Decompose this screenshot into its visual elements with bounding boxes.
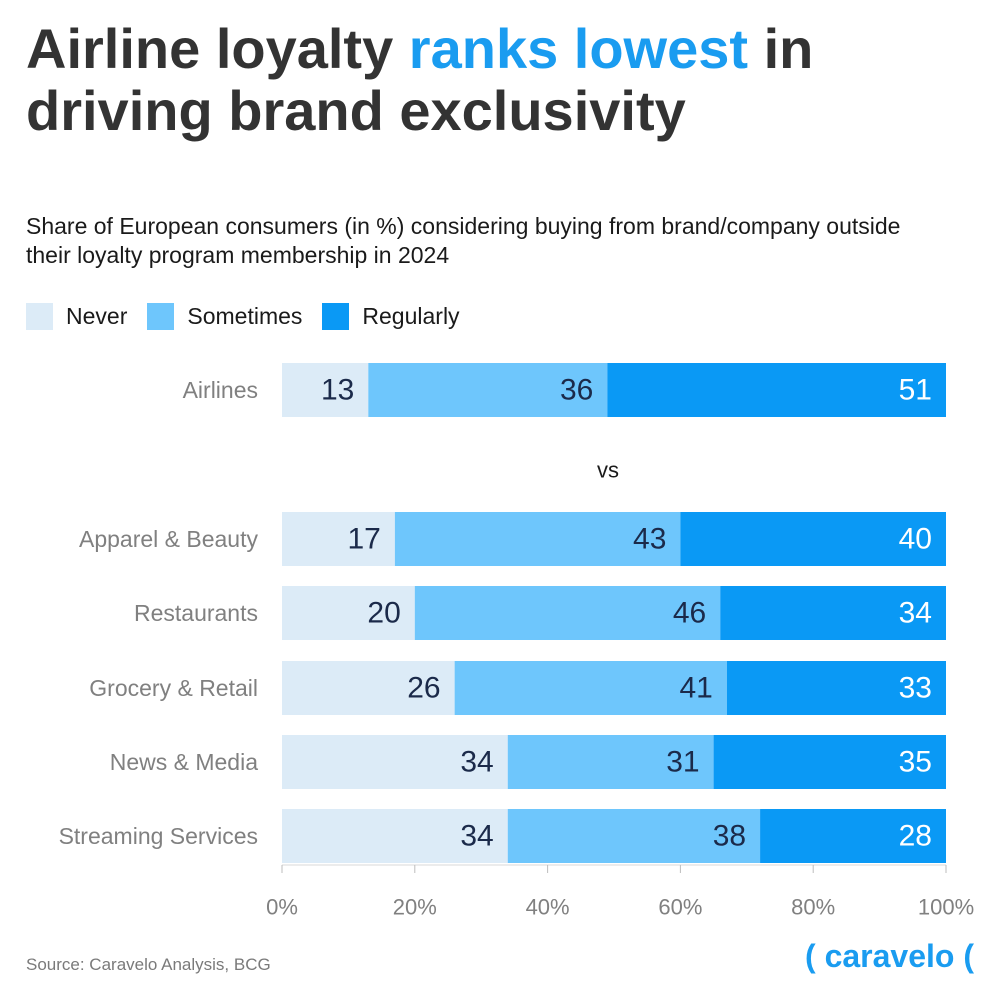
x-tick-label-3: 60% xyxy=(658,895,702,920)
title-highlight: ranks lowest xyxy=(408,17,749,80)
category-label-grocery-retail: Grocery & Retail xyxy=(89,675,258,701)
x-tick-label-0: 0% xyxy=(266,895,298,920)
bar-regularly-grocery-retail xyxy=(726,661,946,715)
data-label-regularly-restaurants: 34 xyxy=(899,597,932,630)
bar-sometimes-apparel-beauty xyxy=(394,512,681,566)
legend: Never Sometimes Regularly xyxy=(26,301,480,331)
bar-sometimes-streaming-services xyxy=(507,809,761,863)
legend-item-never: Never xyxy=(26,302,128,330)
data-label-regularly-grocery-retail: 33 xyxy=(899,672,932,705)
data-label-sometimes-streaming-services: 38 xyxy=(713,820,746,853)
data-label-never-airlines: 13 xyxy=(321,374,354,407)
category-label-apparel-beauty: Apparel & Beauty xyxy=(79,526,259,552)
bar-regularly-apparel-beauty xyxy=(680,512,946,566)
legend-swatch-never xyxy=(26,302,53,330)
bar-never-airlines xyxy=(282,363,369,417)
category-label-news-media: News & Media xyxy=(110,749,258,775)
x-tick-label-5: 100% xyxy=(918,895,974,920)
data-label-never-streaming-services: 34 xyxy=(460,820,493,853)
category-label-restaurants: Restaurants xyxy=(134,600,258,626)
title-prefix: Airline loyalty xyxy=(26,17,409,80)
x-tick-label-2: 40% xyxy=(526,895,570,920)
chart-subtitle: Share of European consumers (in %) consi… xyxy=(26,213,901,268)
bar-sometimes-grocery-retail xyxy=(454,661,727,715)
x-tick-label-4: 80% xyxy=(791,895,835,920)
bar-never-news-media xyxy=(282,735,508,789)
source-note: Source: Caravelo Analysis, BCG xyxy=(26,955,271,974)
bar-never-streaming-services xyxy=(282,809,508,863)
data-label-never-grocery-retail: 26 xyxy=(407,672,440,705)
title-suffix: in driving brand exclusivity xyxy=(26,17,814,142)
bar-sometimes-airlines xyxy=(368,363,608,417)
chart-title: Airline loyalty ranks lowest in driving … xyxy=(26,18,976,142)
data-label-never-news-media: 34 xyxy=(460,746,493,779)
legend-label-regularly: Regularly xyxy=(362,302,460,329)
data-label-sometimes-grocery-retail: 41 xyxy=(680,672,713,705)
legend-item-regularly: Regularly xyxy=(322,302,460,330)
bar-never-grocery-retail xyxy=(282,661,455,715)
data-label-sometimes-restaurants: 46 xyxy=(673,597,706,630)
brand-logo: ( caravelo ( xyxy=(805,938,974,974)
data-label-sometimes-airlines: 36 xyxy=(560,374,593,407)
bar-never-apparel-beauty xyxy=(282,512,395,566)
bar-sometimes-news-media xyxy=(507,735,714,789)
category-label-airlines: Airlines xyxy=(183,377,258,403)
bar-regularly-airlines xyxy=(607,363,946,417)
separator-vs-label: vs xyxy=(597,458,619,483)
category-label-streaming-services: Streaming Services xyxy=(59,823,258,849)
legend-label-sometimes: Sometimes xyxy=(187,302,303,329)
bar-regularly-news-media xyxy=(713,735,946,789)
data-label-regularly-airlines: 51 xyxy=(899,374,932,407)
data-label-sometimes-apparel-beauty: 43 xyxy=(633,523,666,556)
data-label-regularly-streaming-services: 28 xyxy=(899,820,932,853)
legend-label-never: Never xyxy=(66,302,128,329)
bar-sometimes-restaurants xyxy=(414,586,721,640)
data-label-regularly-news-media: 35 xyxy=(899,746,932,779)
bar-regularly-restaurants xyxy=(720,586,946,640)
legend-swatch-sometimes xyxy=(147,302,175,330)
legend-item-sometimes: Sometimes xyxy=(147,302,303,330)
bar-regularly-streaming-services xyxy=(760,809,946,863)
data-label-sometimes-news-media: 31 xyxy=(666,746,699,779)
data-label-never-restaurants: 20 xyxy=(367,597,400,630)
bar-never-restaurants xyxy=(282,586,415,640)
data-label-never-apparel-beauty: 17 xyxy=(348,523,381,556)
data-label-regularly-apparel-beauty: 40 xyxy=(899,523,932,556)
x-tick-label-1: 20% xyxy=(393,895,437,920)
legend-swatch-regularly xyxy=(322,302,350,330)
